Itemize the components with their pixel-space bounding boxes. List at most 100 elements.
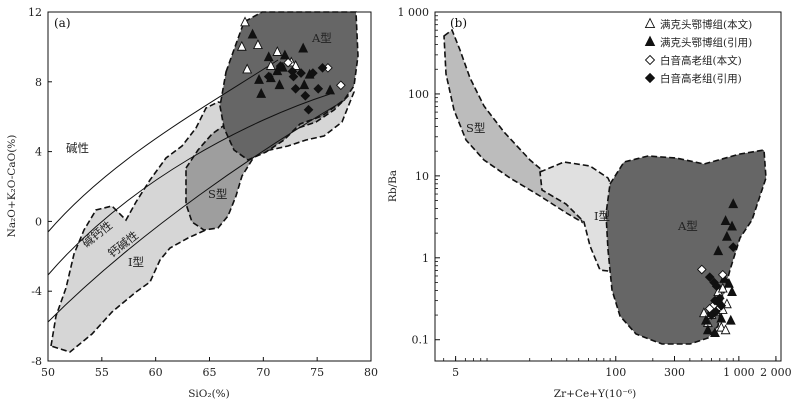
field-label-i-type: I型 xyxy=(128,255,144,269)
panel-b-x-tick-label: 300 xyxy=(664,366,685,379)
panel-a-y-tick-label: 12 xyxy=(28,6,42,19)
panel-a-point-filled-diamond xyxy=(300,90,311,101)
panel-a-point-open-diamond xyxy=(283,57,293,68)
panel-b-point-open-triangle xyxy=(698,307,709,318)
panel-b: 5 100 300 1 000 2 000 1 000 100 10 1 0.1 (b) S型 I… xyxy=(387,6,792,400)
panel-b-point-filled-triangle xyxy=(725,314,736,325)
panel-a-boundary-curves xyxy=(47,59,346,323)
panel-b-point-filled-diamond xyxy=(710,295,720,306)
panel-b-point-filled-diamond xyxy=(710,306,721,317)
field-label-s-type-b: S型 xyxy=(466,121,485,135)
panel-b-plot-frame xyxy=(434,11,782,362)
panel-a-point-filled-diamond xyxy=(313,83,324,94)
field-label-a-type-b: A型 xyxy=(677,219,698,233)
panel-a-x-tick-label: 60 xyxy=(149,366,163,379)
legend-marker-open-diamond xyxy=(644,54,656,66)
panel-b-fields xyxy=(443,28,767,345)
legend-entry-label: 白音高老组(引用) xyxy=(660,72,742,85)
panel-a-point-filled-diamond xyxy=(275,61,286,71)
panel-b-point-open-diamond xyxy=(696,264,707,275)
panel-b-point-filled-triangle xyxy=(716,312,727,323)
panel-b-point-filled-triangle xyxy=(727,220,737,231)
panel-b-label: (b) xyxy=(450,16,467,30)
legend-entry-label: 满克头鄂博组(本文) xyxy=(660,18,752,31)
panel-a-point-filled-diamond xyxy=(290,83,301,94)
panel-a-y-tick-label: 8 xyxy=(35,76,42,89)
panel-b-point-open-triangle xyxy=(720,324,731,335)
panel-a-y-axis-label: Na₂O+K₂O-CaO(%) xyxy=(6,135,18,238)
panel-b-point-filled-diamond xyxy=(711,281,722,292)
panel-b-point-filled-triangle xyxy=(723,277,734,288)
calc-alkalic-boundary-curve xyxy=(47,99,346,323)
panel-b-y-tick-label: 1 000 xyxy=(398,6,430,19)
legend-entry-label: 白音高老组(本文) xyxy=(660,54,742,67)
field-label-s-type: S型 xyxy=(208,187,227,201)
panel-a-y-tick-label: 0 xyxy=(35,215,42,228)
panel-a-fields xyxy=(50,11,359,353)
legend-marker-open-triangle xyxy=(644,17,656,29)
panel-b-x-tick-label: 1 000 xyxy=(723,366,755,379)
panel-a-x-tick-label: 80 xyxy=(364,366,378,379)
panel-a-point-open-triangle xyxy=(236,40,247,51)
panel-b-y-tick-label: 100 xyxy=(408,88,429,101)
panel-a-point-filled-diamond xyxy=(296,68,306,78)
panel-a-point-filled-triangle xyxy=(299,79,310,90)
panel-a-point-filled-triangle xyxy=(247,28,258,39)
panel-b-ticks: 5 100 300 1 000 2 000 1 000 100 10 1 0.1 xyxy=(398,6,792,379)
panel-a-point-filled-diamond xyxy=(288,71,299,82)
panel-a-label: (a) xyxy=(54,16,71,30)
legend-entry-label: 满克头鄂博组(引用) xyxy=(660,36,752,49)
panel-b-point-filled-triangle xyxy=(702,324,713,335)
panel-b-point-filled-triangle xyxy=(720,215,731,225)
panel-a-point-filled-triangle xyxy=(256,87,267,98)
panel-b-point-filled-triangle xyxy=(710,327,720,338)
a-type-field-b xyxy=(605,149,767,345)
panel-b-y-axis-label: Rb/Ba xyxy=(387,170,399,202)
field-label-i-type-b: I型 xyxy=(594,209,610,223)
panel-a-y-tick-label: 4 xyxy=(35,146,42,159)
panel-b-point-filled-diamond xyxy=(704,272,715,283)
panel-b-point-filled-triangle xyxy=(713,245,724,256)
panel-a-point-open-triangle xyxy=(265,60,276,70)
a-type-field xyxy=(219,11,359,161)
field-label-alkalic: 碱性 xyxy=(66,141,89,155)
alkali-calcic-boundary-curve xyxy=(47,93,331,276)
panel-a-point-open-triangle xyxy=(290,60,301,70)
panel-a-point-filled-triangle xyxy=(263,51,274,62)
panel-a-point-filled-triangle xyxy=(325,84,336,95)
panel-b-point-filled-diamond xyxy=(716,300,727,311)
panel-b-x-tick-label: 5 xyxy=(452,366,459,379)
panel-b-points xyxy=(696,198,739,338)
panel-b-y-tick-label: 1 xyxy=(422,252,429,265)
panel-a-point-filled-triangle xyxy=(279,49,290,60)
panel-a-x-tick-label: 50 xyxy=(41,366,55,379)
panel-b-x-tick-label: 100 xyxy=(605,366,626,379)
panel-b-point-open-diamond xyxy=(717,269,728,280)
panel-a-point-filled-triangle xyxy=(298,42,309,53)
panel-a-point-filled-triangle xyxy=(274,79,285,90)
panel-a-point-filled-diamond xyxy=(303,104,314,115)
panel-a-point-open-triangle xyxy=(272,46,283,56)
panel-b-y-tick-label: 0.1 xyxy=(412,334,430,347)
panel-b-point-filled-triangle xyxy=(728,198,739,209)
panel-a-x-tick-label: 70 xyxy=(256,366,270,379)
panel-a-point-open-triangle xyxy=(253,39,263,49)
panel-a-ticks: 50 55 60 65 70 75 80 12 8 4 0 -4 -8 xyxy=(28,6,378,379)
panel-b-y-tick-label: 10 xyxy=(415,170,429,183)
panel-b-point-open-triangle xyxy=(717,282,728,293)
panel-a-point-open-diamond xyxy=(336,80,346,91)
panel-a-point-filled-triangle xyxy=(254,74,264,84)
panel-b-legend: 满克头鄂博组(本文) 满克头鄂博组(引用) 白音高老组(本文) 白音高老组(引用) xyxy=(644,17,752,85)
panel-b-point-filled-diamond xyxy=(706,310,717,320)
panel-a-y-tick-label: -4 xyxy=(31,285,42,298)
panel-a-point-filled-triangle xyxy=(272,65,283,76)
panel-b-x-tick-label: 2 000 xyxy=(760,366,792,379)
panel-a-y-tick-label: -8 xyxy=(31,355,42,368)
panel-b-point-filled-triangle xyxy=(721,230,732,241)
panel-a-points xyxy=(236,16,346,115)
panel-a-x-axis-label: SiO₂(%) xyxy=(188,388,230,400)
panel-b-point-filled-diamond xyxy=(728,242,739,252)
panel-a-x-tick-label: 75 xyxy=(310,366,324,379)
panel-b-point-filled-triangle xyxy=(700,314,711,325)
